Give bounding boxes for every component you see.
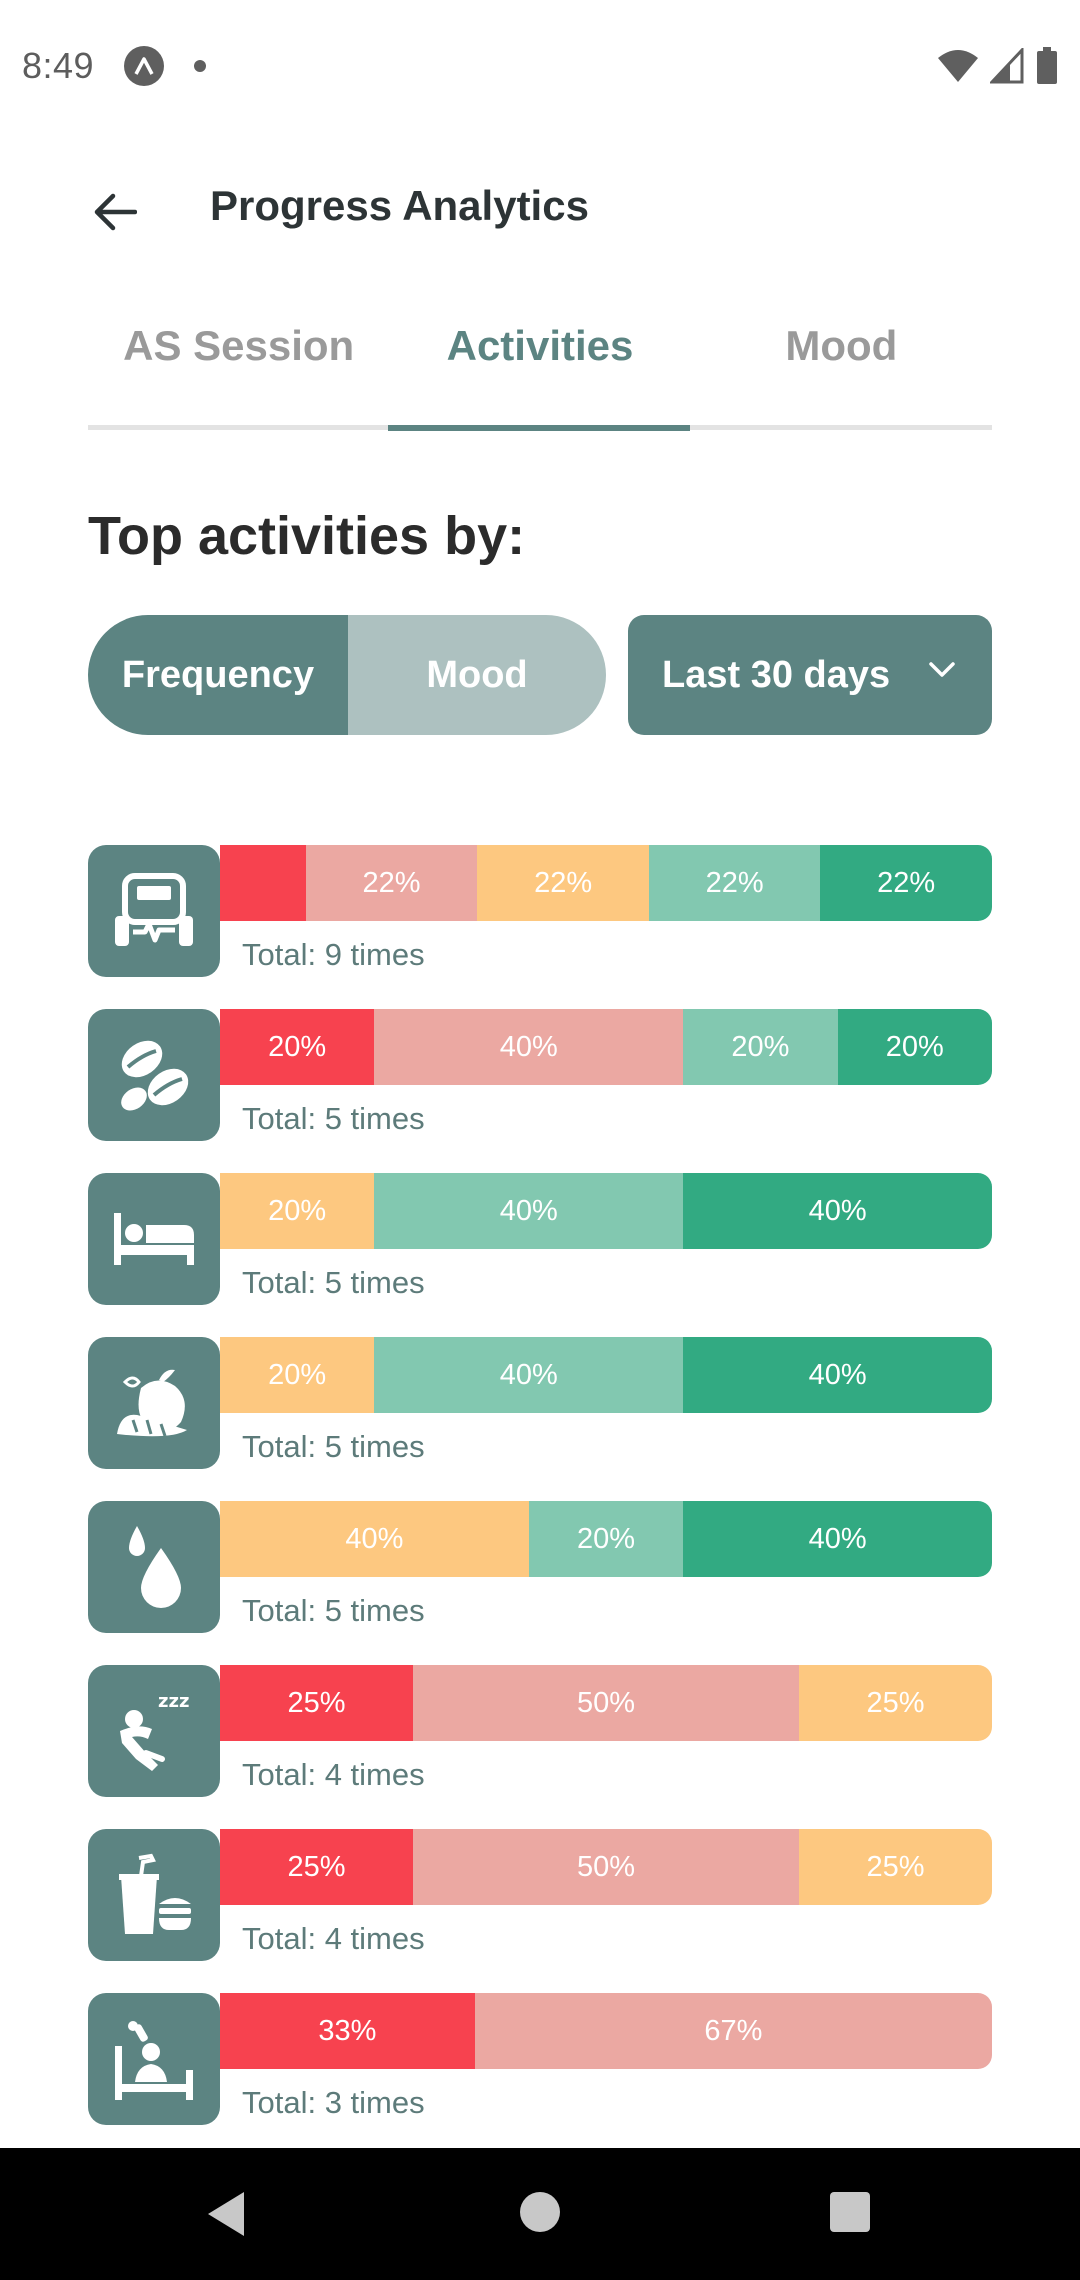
mood-segment-awful: 25% xyxy=(220,1829,413,1905)
nap-icon: zzz xyxy=(88,1665,220,1797)
mood-segment-good: 40% xyxy=(374,1337,684,1413)
mood-segment-awful xyxy=(220,845,306,921)
fast-food-icon xyxy=(88,1829,220,1961)
mood-segment-great: 40% xyxy=(683,1501,992,1577)
mood-segment-great: 40% xyxy=(683,1173,992,1249)
mood-distribution-bar: 25% 50% 25% xyxy=(220,1665,992,1741)
mood-distribution-bar: 40% 20% 40% xyxy=(220,1501,992,1577)
system-nav-bar xyxy=(0,2148,1080,2280)
mood-segment-bad: 40% xyxy=(374,1009,684,1085)
tab-bar: AS Session Activities Mood xyxy=(88,300,992,432)
sick-in-bed-icon xyxy=(88,1993,220,2125)
activity-row[interactable]: 22% 22% 22% 22% Total: 9 times xyxy=(88,845,992,979)
back-button[interactable] xyxy=(70,182,160,242)
mood-segment-awful: 25% xyxy=(220,1665,413,1741)
mood-segment-bad: 67% xyxy=(474,1993,992,2069)
activity-total: Total: 5 times xyxy=(242,1593,425,1628)
tab-activities[interactable]: Activities xyxy=(446,322,634,369)
tab-indicator xyxy=(388,425,690,431)
mood-segment-great: 20% xyxy=(837,1009,992,1085)
page-title: Progress Analytics xyxy=(210,182,589,229)
mood-segment-awful: 33% xyxy=(220,1993,475,2069)
activity-row[interactable]: 20% 40% 40% Total: 5 times xyxy=(88,1173,992,1307)
nav-recents-icon[interactable] xyxy=(828,2190,872,2234)
mood-distribution-bar: 33% 67% xyxy=(220,1993,992,2069)
mood-segment-great: 40% xyxy=(683,1337,992,1413)
activity-total: Total: 3 times xyxy=(242,2085,425,2120)
mood-segment-meh: 25% xyxy=(799,1665,992,1741)
battery-icon xyxy=(1037,47,1057,84)
activity-total: Total: 4 times xyxy=(242,1921,425,1956)
activity-row[interactable]: 33% 67% Total: 3 times xyxy=(88,1993,992,2127)
activity-total: Total: 4 times xyxy=(242,1757,425,1792)
app-bar: Progress Analytics xyxy=(0,160,1080,260)
mood-segment-good: 22% xyxy=(648,845,821,921)
activity-total: Total: 5 times xyxy=(242,1101,425,1136)
activity-total: Total: 5 times xyxy=(242,1265,425,1300)
signal-icon xyxy=(990,48,1024,84)
notification-dot-icon xyxy=(194,60,207,72)
coffee-beans-icon xyxy=(88,1009,220,1141)
activity-total: Total: 9 times xyxy=(242,937,425,972)
mood-segment-good: 20% xyxy=(528,1501,684,1577)
tab-as-session[interactable]: AS Session xyxy=(123,322,355,369)
tab-mood[interactable]: Mood xyxy=(785,322,898,369)
mood-distribution-bar: 25% 50% 25% xyxy=(220,1829,992,1905)
mood-distribution-bar: 22% 22% 22% 22% xyxy=(220,845,992,921)
mood-segment-good: 20% xyxy=(683,1009,838,1085)
date-range-value: Last 30 days xyxy=(662,653,891,696)
status-icons xyxy=(938,47,1058,85)
activity-row[interactable]: 25% 50% 25% Total: 4 times xyxy=(88,1829,992,1963)
nav-back-icon[interactable] xyxy=(200,2184,250,2244)
mood-segment-bad: 22% xyxy=(305,845,478,921)
activity-row[interactable]: 40% 20% 40% Total: 5 times xyxy=(88,1501,992,1635)
mood-segment-awful: 20% xyxy=(220,1009,375,1085)
fitness-icon xyxy=(88,845,220,977)
svg-text:zzz: zzz xyxy=(158,1691,189,1712)
activity-row[interactable]: zzz 25% 50% 25% Total: 4 times xyxy=(88,1665,992,1799)
bed-icon xyxy=(88,1173,220,1305)
mood-segment-meh: 20% xyxy=(220,1337,375,1413)
toggle-mood[interactable]: Mood xyxy=(348,615,606,735)
date-range-dropdown[interactable]: Last 30 days xyxy=(628,615,992,735)
wifi-icon xyxy=(938,50,978,82)
mood-distribution-bar: 20% 40% 40% xyxy=(220,1173,992,1249)
status-time: 8:49 xyxy=(22,45,95,86)
toggle-frequency[interactable]: Frequency xyxy=(88,615,348,735)
status-bar: 8:49 xyxy=(0,0,1080,132)
mood-segment-great: 22% xyxy=(820,845,992,921)
mood-segment-bad: 50% xyxy=(413,1665,799,1741)
mood-segment-good: 40% xyxy=(374,1173,684,1249)
activity-row[interactable]: 20% 40% 40% Total: 5 times xyxy=(88,1337,992,1471)
section-title: Top activities by: xyxy=(88,506,526,566)
arrow-back-icon xyxy=(94,193,137,231)
healthy-food-icon xyxy=(88,1337,220,1469)
water-drops-icon xyxy=(88,1501,220,1633)
nav-home-icon[interactable] xyxy=(518,2190,562,2234)
mood-segment-meh: 20% xyxy=(220,1173,375,1249)
mood-distribution-bar: 20% 40% 20% 20% xyxy=(220,1009,992,1085)
activity-row[interactable]: 20% 40% 20% 20% Total: 5 times xyxy=(88,1009,992,1143)
mood-distribution-bar: 20% 40% 40% xyxy=(220,1337,992,1413)
mood-segment-meh: 22% xyxy=(477,845,649,921)
mood-segment-meh: 25% xyxy=(799,1829,992,1905)
mood-segment-meh: 40% xyxy=(220,1501,529,1577)
activity-total: Total: 5 times xyxy=(242,1429,425,1464)
app-notification-icon xyxy=(124,46,165,86)
chevron-down-icon xyxy=(929,662,955,677)
mood-segment-bad: 50% xyxy=(413,1829,799,1905)
sort-toggle: Frequency Mood xyxy=(88,615,606,735)
